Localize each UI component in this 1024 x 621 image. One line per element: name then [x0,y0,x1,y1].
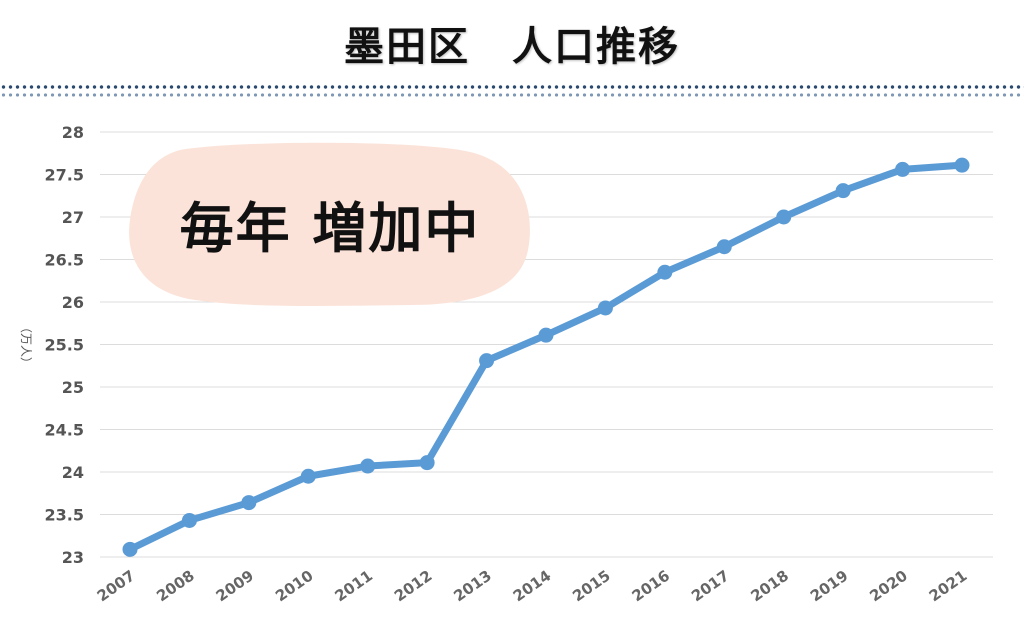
series-group [122,157,970,557]
y-tick-label: 27.5 [45,166,84,185]
data-point [597,300,613,316]
x-tick-label: 2017 [688,567,733,606]
x-tick-label: 2015 [569,567,614,606]
data-point [360,458,376,474]
data-point [479,353,495,369]
y-tick-label: 23.5 [45,506,84,525]
page-title: 墨田区 人口推移 [344,24,680,70]
x-tick-label: 2013 [450,567,495,606]
data-point [181,512,197,528]
y-tick-labels: 23 23.5 24 24.5 25 25.5 26 26.5 27 27.5 28 [45,123,84,567]
x-tick-label: 2011 [331,567,376,606]
x-tick-label: 2009 [213,567,258,606]
y-axis-label: （万人） [19,321,33,369]
annotation-background [129,142,530,306]
data-point [122,541,138,557]
y-tick-label: 24.5 [45,421,84,440]
y-tick-label: 25.5 [45,336,84,355]
y-tick-label: 28 [62,123,84,142]
x-tick-labels: 2007 2008 2009 2010 2011 2012 2013 2014 2015 2016… [94,567,971,606]
x-tick-label: 2020 [866,567,911,606]
x-tick-label: 2014 [510,567,555,606]
data-point [954,157,970,173]
y-tick-label: 26.5 [45,251,84,270]
x-tick-label: 2008 [153,567,198,606]
data-point [835,183,851,199]
y-tick-label: 25 [62,378,84,397]
data-point [419,455,435,471]
data-point [538,327,554,343]
x-tick-label: 2019 [807,567,852,606]
annotation-text: 毎年 増加中 [180,197,481,260]
data-point [300,468,316,484]
x-tick-label: 2021 [926,567,971,606]
y-tick-label: 23 [62,548,84,567]
x-tick-label: 2007 [94,567,139,606]
annotation-bubble: 毎年 増加中 [129,142,530,306]
y-tick-label: 26 [62,293,84,312]
title-divider-dark [0,85,1024,89]
data-point [241,495,257,511]
data-point [657,264,673,280]
data-point [776,209,792,225]
y-tick-label: 24 [62,463,84,482]
title-divider-light [0,93,1024,97]
data-point [895,161,911,177]
data-point [716,239,732,255]
y-tick-label: 27 [62,208,84,227]
x-tick-label: 2016 [629,567,674,606]
x-tick-label: 2018 [747,567,792,606]
x-tick-label: 2010 [272,567,317,606]
x-tick-label: 2012 [391,567,436,606]
